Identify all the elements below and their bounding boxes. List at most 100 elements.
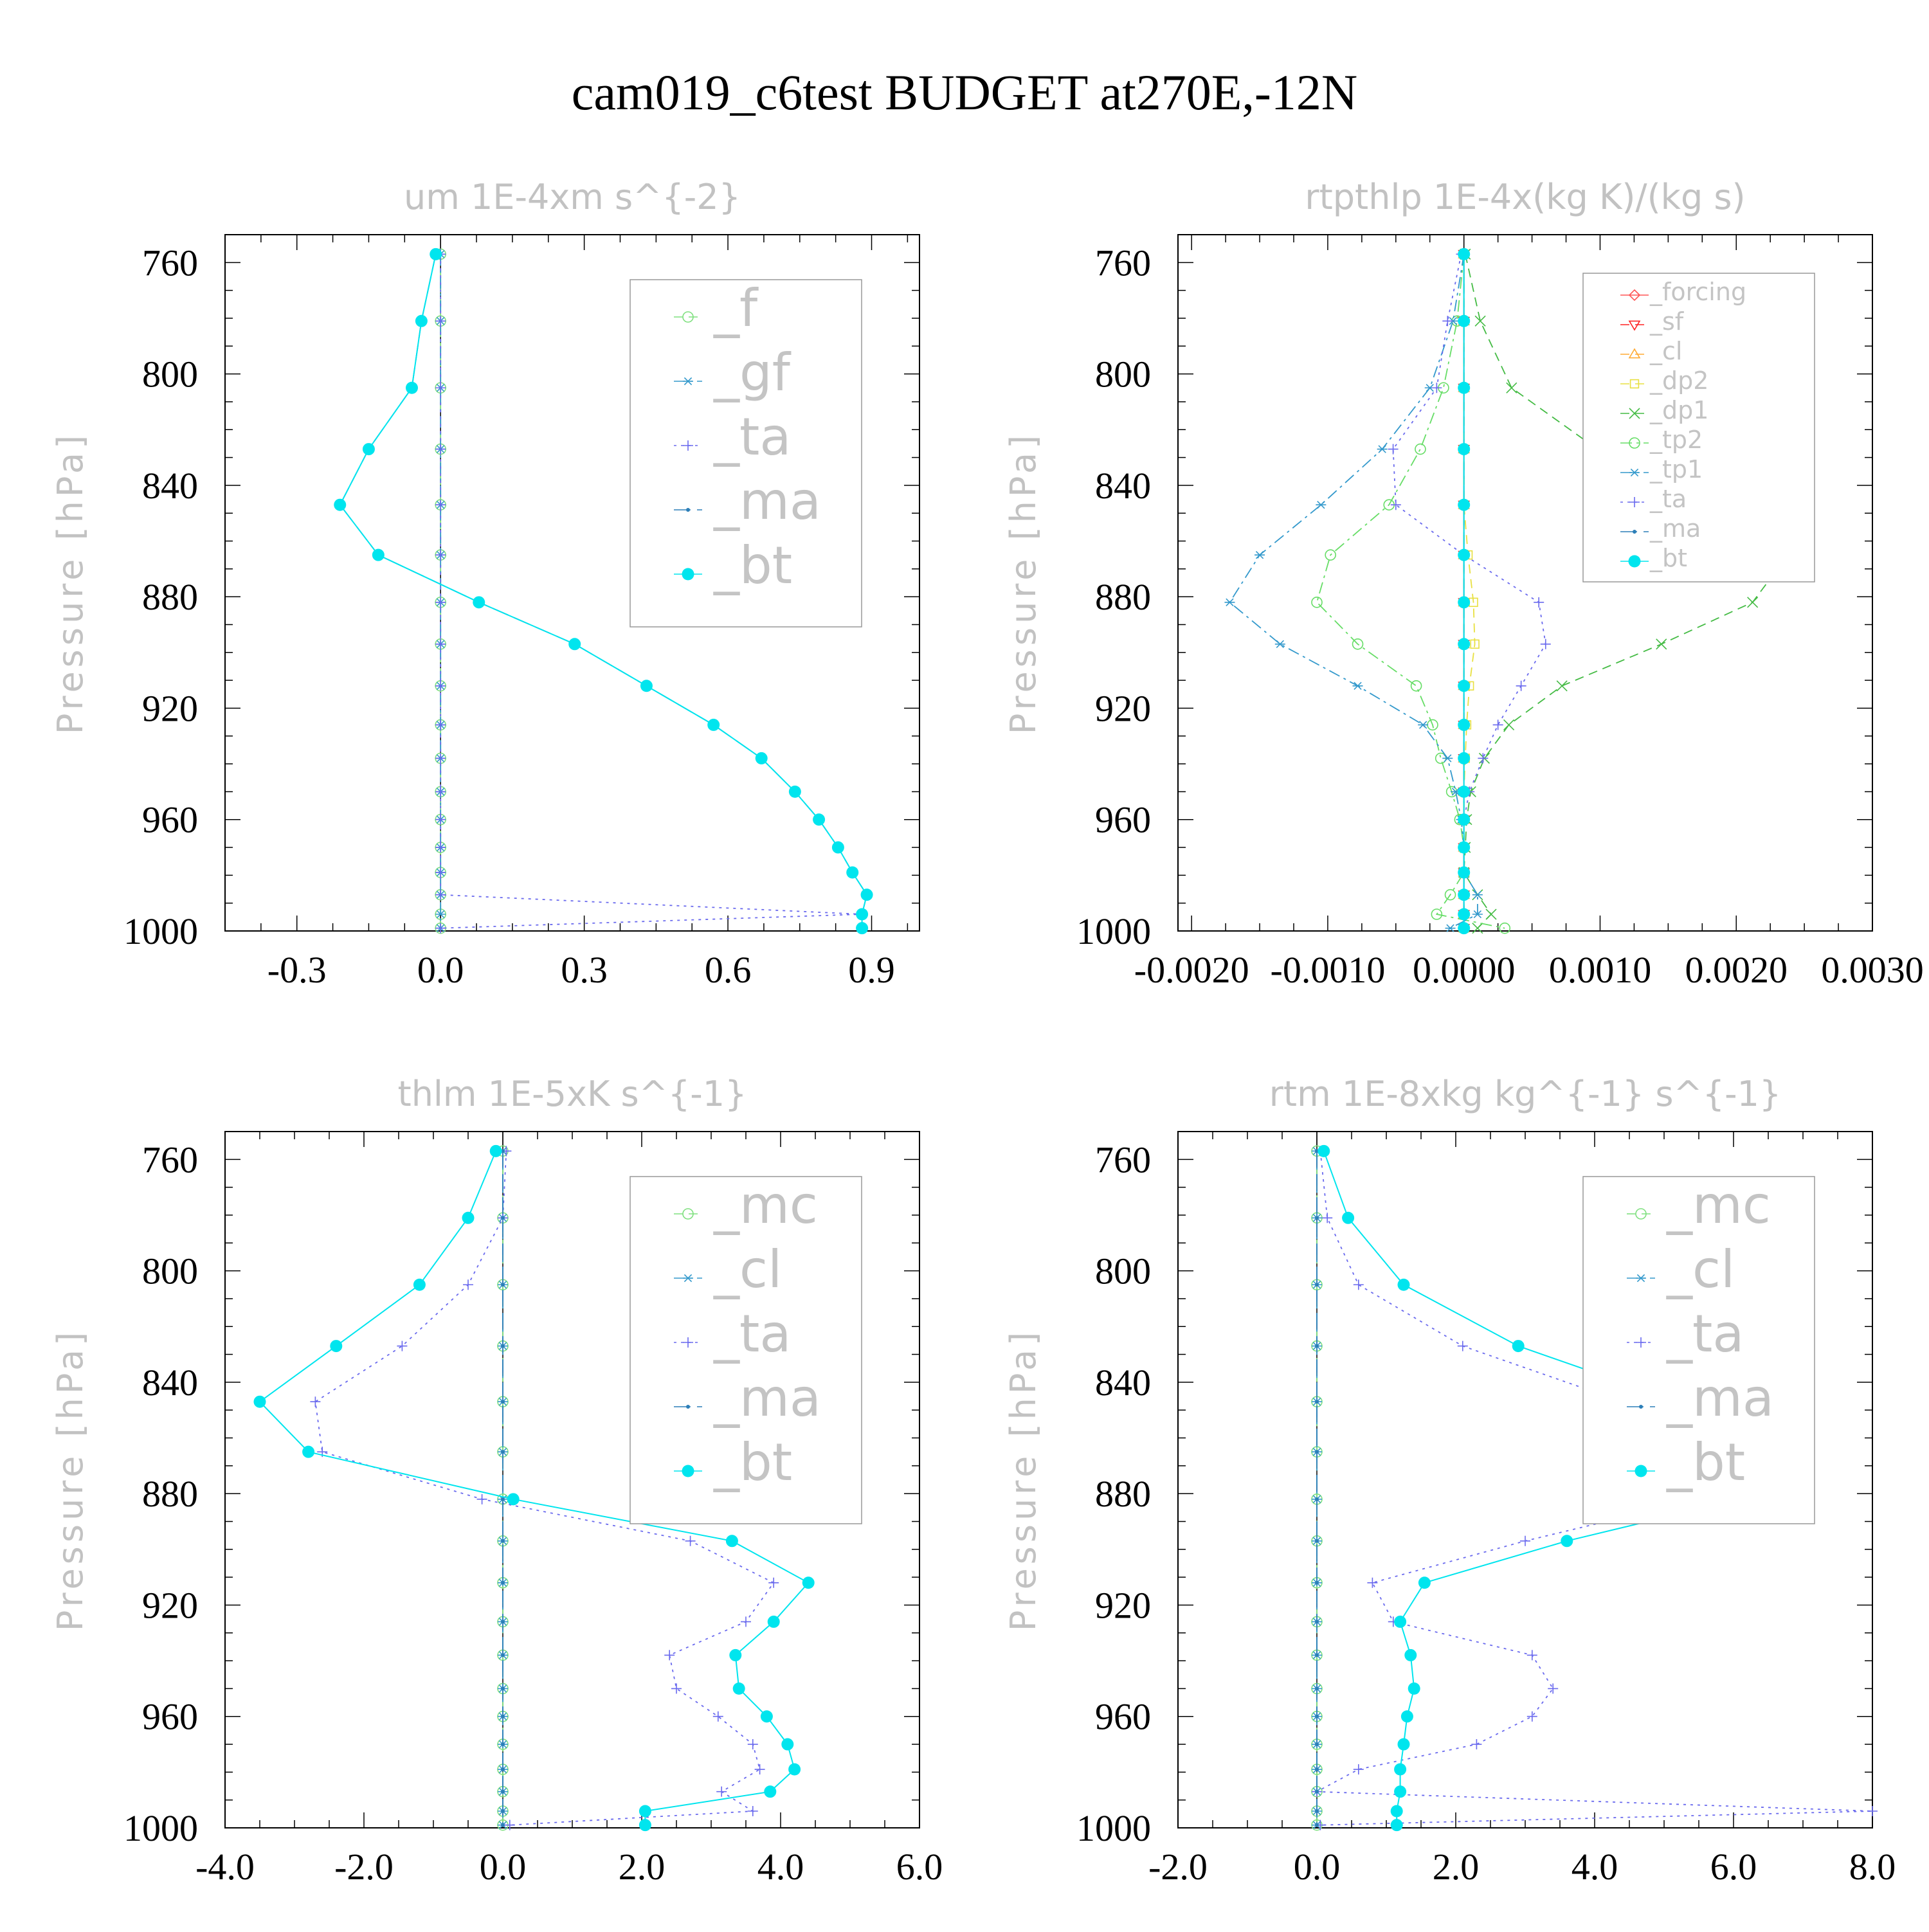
- y-tick-label: 960: [142, 1696, 198, 1738]
- data-point: [1458, 248, 1471, 260]
- figure-title: cam019_c6test BUDGET at270E,-12N: [572, 64, 1357, 120]
- data-point: [856, 908, 869, 921]
- x-tick-label: 0.0: [1294, 1846, 1341, 1888]
- data-point: [1457, 1341, 1468, 1351]
- y-tick-label: 840: [1095, 465, 1151, 507]
- chart-panel-bottom-left: thlm 1E-5xK s^{-1} Pressure [hPa] 760 800 84…: [50, 1074, 943, 1888]
- data-point: [716, 1786, 727, 1797]
- y-tick-label: 760: [142, 1139, 198, 1180]
- data-point: [707, 718, 720, 731]
- y-tick-label: 960: [1095, 799, 1151, 841]
- legend: _f_gf_ta_ma_bt: [629, 278, 862, 627]
- data-point: [435, 814, 446, 825]
- x-tick-label: 0.0010: [1549, 949, 1652, 991]
- y-axis-label: Pressure [hPa]: [1003, 431, 1044, 734]
- x-tick-label: 4.0: [1571, 1846, 1618, 1888]
- y-tick-label: 800: [1095, 354, 1151, 395]
- data-point: [1311, 597, 1323, 608]
- x-tick-label: -2.0: [334, 1846, 394, 1888]
- data-point: [435, 597, 446, 608]
- plot-frame: [224, 234, 920, 932]
- data-point: [463, 1279, 473, 1290]
- data-point: [1470, 639, 1480, 649]
- series-bt: [253, 1144, 815, 1832]
- data-point: [1315, 1823, 1319, 1827]
- data-point: [1315, 1809, 1319, 1814]
- legend-label: _ta: [713, 407, 791, 467]
- data-point: [476, 1494, 487, 1504]
- data-point: [1315, 1789, 1319, 1794]
- data-point: [435, 889, 446, 900]
- data-point: [1458, 922, 1471, 935]
- data-point: [462, 1211, 475, 1224]
- data-point: [435, 867, 446, 878]
- data-point: [1224, 598, 1235, 606]
- data-point: [1458, 443, 1471, 456]
- x-tick-label: 0.0020: [1685, 949, 1788, 991]
- data-point: [712, 1711, 723, 1722]
- data-point: [1394, 1615, 1407, 1628]
- legend-label: _cl: [713, 1240, 782, 1299]
- legend-marker: [1628, 289, 1641, 302]
- legend-label: _mc: [713, 1175, 818, 1235]
- data-point: [1315, 1539, 1319, 1543]
- y-tick-label: 800: [142, 1250, 198, 1292]
- data-point: [1442, 316, 1453, 327]
- data-point: [501, 1400, 505, 1404]
- legend-label: _bt: [1666, 1432, 1745, 1492]
- data-point: [334, 498, 347, 511]
- data-point: [1561, 1535, 1573, 1548]
- data-point: [435, 923, 446, 934]
- y-tick-label: 880: [1095, 576, 1151, 618]
- data-point: [489, 1144, 502, 1157]
- y-tick-label: 960: [142, 799, 198, 841]
- data-point: [1656, 638, 1667, 650]
- data-point: [860, 889, 873, 901]
- data-point: [754, 1764, 765, 1775]
- data-point: [362, 443, 375, 456]
- data-point: [1315, 1283, 1319, 1287]
- y-tick-label: 920: [1095, 687, 1151, 729]
- data-point: [501, 1686, 505, 1691]
- data-point: [1377, 445, 1388, 453]
- data-point: [1534, 597, 1544, 608]
- data-point: [253, 1395, 266, 1408]
- x-tick-label: 0.6: [705, 949, 752, 991]
- legend-label: _ta: [1649, 485, 1687, 513]
- data-point: [1394, 1785, 1407, 1798]
- legend-label: _mc: [1666, 1175, 1771, 1235]
- series-line: [440, 254, 862, 929]
- data-point: [1458, 889, 1471, 901]
- data-point: [1318, 1144, 1330, 1157]
- data-point: [1478, 753, 1489, 764]
- y-axis-label: Pressure [hPa]: [50, 431, 91, 734]
- data-point: [372, 548, 385, 561]
- legend-box: [629, 1176, 862, 1524]
- y-tick-label: 840: [1095, 1362, 1151, 1404]
- data-point: [1322, 1213, 1333, 1223]
- data-point: [1526, 1650, 1537, 1661]
- data-point: [1353, 1764, 1364, 1775]
- data-point: [435, 786, 446, 797]
- data-point: [1520, 1535, 1530, 1546]
- data-point: [1556, 680, 1568, 692]
- data-point: [1353, 1279, 1364, 1290]
- data-point: [397, 1341, 408, 1351]
- data-point: [501, 1809, 505, 1814]
- plot-frame: [1177, 234, 1873, 932]
- legend-label: _ma: [1666, 1368, 1774, 1428]
- data-point: [1458, 752, 1471, 764]
- data-point: [1352, 638, 1364, 650]
- data-point: [1390, 1805, 1403, 1818]
- data-point: [415, 314, 428, 327]
- series-line: [1229, 254, 1478, 929]
- data-point: [1867, 1806, 1878, 1817]
- series-ta: [1388, 249, 1551, 934]
- data-point: [640, 680, 653, 692]
- data-point: [760, 1710, 773, 1723]
- y-tick-label: 840: [142, 465, 198, 507]
- y-tick-label: 880: [1095, 1473, 1151, 1515]
- data-point: [1516, 680, 1526, 691]
- y-axis-label: Pressure [hPa]: [50, 1328, 91, 1631]
- data-point: [856, 922, 869, 935]
